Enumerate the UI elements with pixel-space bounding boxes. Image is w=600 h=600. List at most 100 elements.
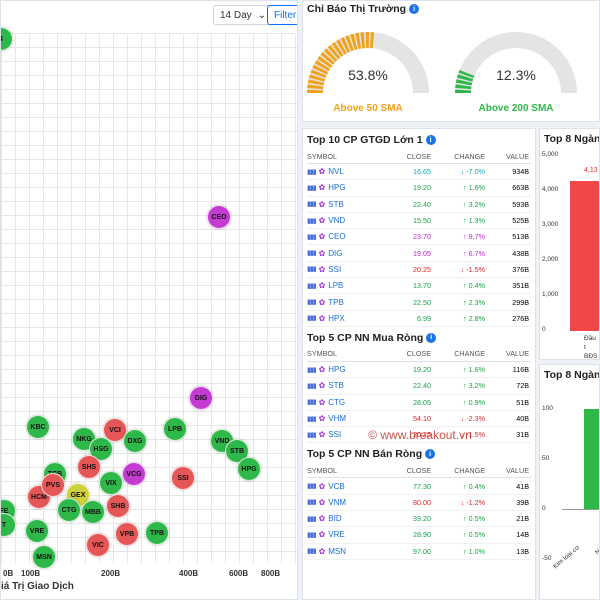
- gear-icon[interactable]: ✿: [318, 216, 326, 226]
- symbol-text[interactable]: VRE: [328, 530, 345, 540]
- gear-icon[interactable]: ✿: [318, 365, 326, 375]
- chart-icon[interactable]: ▮▮▮: [307, 233, 317, 241]
- chart-icon[interactable]: ▮▮▮: [307, 250, 317, 258]
- symbol-text[interactable]: VCB: [328, 481, 345, 491]
- scatter-bubble-kbc[interactable]: KBC: [26, 415, 50, 439]
- symbol-text[interactable]: SSI: [328, 264, 342, 274]
- filter-button[interactable]: Filter: [267, 5, 297, 25]
- symbol-text[interactable]: LPB: [328, 281, 344, 291]
- gear-icon[interactable]: ✿: [318, 497, 326, 507]
- symbol-cell[interactable]: ▮▮▮ ✿ VNM: [307, 498, 393, 507]
- scatter-bubble-vix[interactable]: VIX: [99, 471, 123, 495]
- sector-2-bar[interactable]: [584, 409, 599, 509]
- symbol-text[interactable]: SSI: [328, 430, 342, 440]
- scatter-bubble-tpb[interactable]: TPB: [145, 521, 169, 545]
- scatter-bubble-dxg[interactable]: DXG: [123, 429, 147, 453]
- scatter-bubble-vre[interactable]: VRE: [25, 519, 49, 543]
- scatter-bubble-mbb[interactable]: MBB: [81, 500, 105, 524]
- chart-icon[interactable]: ▮▮▮: [307, 483, 317, 491]
- table-row[interactable]: ▮▮▮ ✿ HPX 6.99 ↑ 2.8% 276B: [307, 311, 531, 327]
- scatter-bubble-ssi[interactable]: SSI: [171, 466, 195, 490]
- table-row[interactable]: ▮▮▮ ✿ SSI 20.25 ↓ -1.5% 376B: [307, 262, 531, 279]
- table-row[interactable]: ▮▮▮ ✿ CEO 23.70 ↑ 9.7% 513B: [307, 229, 531, 246]
- table-row[interactable]: ▮▮▮ ✿ STB 22.40 ↑ 3.2% 593B: [307, 197, 531, 213]
- symbol-text[interactable]: VND: [328, 216, 346, 226]
- gear-icon[interactable]: ✿: [318, 381, 326, 391]
- symbol-cell[interactable]: ▮▮▮ ✿ NVL: [307, 167, 393, 176]
- chart-icon[interactable]: ▮▮▮: [307, 366, 317, 374]
- symbol-text[interactable]: HPG: [328, 365, 346, 375]
- info-icon[interactable]: i: [425, 135, 436, 145]
- gear-icon[interactable]: ✿: [318, 414, 326, 423]
- chart-icon[interactable]: ▮▮▮: [307, 515, 317, 523]
- period-select[interactable]: 14 Day ⌄: [213, 5, 274, 25]
- table-row[interactable]: ▮▮▮ ✿ LPB 13.70 ↑ 0.4% 351B: [307, 278, 531, 295]
- table-row[interactable]: ▮▮▮ ✿ MSN 97.00 ↑ 1.0% 13B: [307, 544, 531, 560]
- scatter-bubble-ceo[interactable]: CEO: [207, 205, 231, 229]
- symbol-cell[interactable]: ▮▮▮ ✿ HPX: [307, 314, 393, 323]
- chart-icon[interactable]: ▮▮▮: [307, 217, 317, 225]
- symbol-text[interactable]: STB: [328, 199, 344, 209]
- symbol-cell[interactable]: ▮▮▮ ✿ VCB: [307, 482, 393, 491]
- gear-icon[interactable]: ✿: [318, 199, 326, 209]
- symbol-text[interactable]: NVL: [328, 167, 344, 177]
- symbol-cell[interactable]: ▮▮▮ ✿ BID: [307, 514, 393, 523]
- gear-icon[interactable]: ✿: [318, 281, 326, 291]
- scatter-bubble-shb[interactable]: SHB: [106, 494, 130, 518]
- gear-icon[interactable]: ✿: [318, 530, 326, 540]
- symbol-text[interactable]: CEO: [328, 232, 346, 242]
- gear-icon[interactable]: ✿: [318, 167, 326, 177]
- info-icon[interactable]: i: [409, 4, 420, 14]
- symbol-cell[interactable]: ▮▮▮ ✿ STB: [307, 381, 393, 390]
- table-row[interactable]: ▮▮▮ ✿ VNM 80.00 ↓ -1.2% 39B: [307, 495, 531, 512]
- table-row[interactable]: ▮▮▮ ✿ TPB 22.50 ↑ 2.3% 299B: [307, 294, 531, 311]
- gear-icon[interactable]: ✿: [318, 248, 326, 258]
- gear-icon[interactable]: ✿: [318, 313, 326, 323]
- symbol-cell[interactable]: ▮▮▮ ✿ MSN: [307, 547, 393, 556]
- chart-icon[interactable]: ▮▮▮: [307, 168, 317, 176]
- gear-icon[interactable]: ✿: [318, 297, 326, 307]
- table-row[interactable]: ▮▮▮ ✿ HPG 19.20 ↑ 1.6% 116B: [307, 362, 531, 379]
- info-icon[interactable]: i: [426, 332, 437, 343]
- symbol-text[interactable]: BID: [328, 514, 342, 524]
- chart-icon[interactable]: ▮▮▮: [307, 184, 317, 192]
- scatter-bubble-lpb[interactable]: LPB: [163, 417, 187, 441]
- symbol-text[interactable]: MSN: [328, 546, 347, 556]
- chart-icon[interactable]: ▮▮▮: [307, 315, 317, 323]
- table-row[interactable]: ▮▮▮ ✿ HPG 19.20 ↑ 1.6% 663B: [307, 180, 531, 197]
- chart-icon[interactable]: ▮▮▮: [307, 415, 317, 423]
- symbol-cell[interactable]: ▮▮▮ ✿ VND: [307, 216, 393, 225]
- table-row[interactable]: ▮▮▮ ✿ NVL 16.65 ↓ -7.0% 934B: [307, 164, 531, 181]
- symbol-text[interactable]: HPG: [328, 183, 346, 193]
- gear-icon[interactable]: ✿: [318, 183, 326, 193]
- symbol-cell[interactable]: ▮▮▮ ✿ DIG: [307, 249, 393, 258]
- table-row[interactable]: ▮▮▮ ✿ VND 15.50 ↑ 1.3% 525B: [307, 213, 531, 230]
- symbol-cell[interactable]: ▮▮▮ ✿ TPB: [307, 298, 393, 307]
- symbol-cell[interactable]: ▮▮▮ ✿ LPB: [307, 281, 393, 290]
- scatter-bubble-vpb[interactable]: VPB: [115, 522, 139, 546]
- symbol-cell[interactable]: ▮▮▮ ✿ SSI: [307, 430, 393, 439]
- sector-1-bar[interactable]: [570, 181, 599, 331]
- symbol-cell[interactable]: ▮▮▮ ✿ VRE: [307, 530, 393, 539]
- scatter-bubble-vcg[interactable]: VCG: [122, 462, 146, 486]
- symbol-cell[interactable]: ▮▮▮ ✿ HPG: [307, 183, 393, 192]
- scatter-bubble-shs[interactable]: SHS: [77, 455, 101, 479]
- symbol-text[interactable]: DIG: [328, 248, 343, 258]
- table-row[interactable]: ▮▮▮ ✿ STB 22.40 ↑ 3.2% 72B: [307, 378, 531, 395]
- symbol-cell[interactable]: ▮▮▮ ✿ VHM: [307, 414, 393, 423]
- symbol-cell[interactable]: ▮▮▮ ✿ HPG: [307, 365, 393, 374]
- chart-icon[interactable]: ▮▮▮: [307, 499, 317, 507]
- symbol-text[interactable]: HPX: [328, 313, 345, 323]
- gear-icon[interactable]: ✿: [318, 481, 326, 491]
- chart-icon[interactable]: ▮▮▮: [307, 531, 317, 539]
- symbol-text[interactable]: VHM: [328, 414, 347, 423]
- gear-icon[interactable]: ✿: [318, 546, 326, 556]
- chart-icon[interactable]: ▮▮▮: [307, 382, 317, 390]
- scatter-bubble-pvs[interactable]: PVS: [41, 473, 65, 497]
- scatter-bubble-hpg[interactable]: HPG: [237, 457, 261, 481]
- gear-icon[interactable]: ✿: [318, 232, 326, 242]
- scatter-bubble-vic[interactable]: VIC: [86, 533, 110, 557]
- scatter-bubble-dig[interactable]: DIG: [189, 386, 213, 410]
- chart-icon[interactable]: ▮▮▮: [307, 299, 317, 307]
- table-row[interactable]: ▮▮▮ ✿ CTG 28.05 ↑ 0.9% 51B: [307, 395, 531, 411]
